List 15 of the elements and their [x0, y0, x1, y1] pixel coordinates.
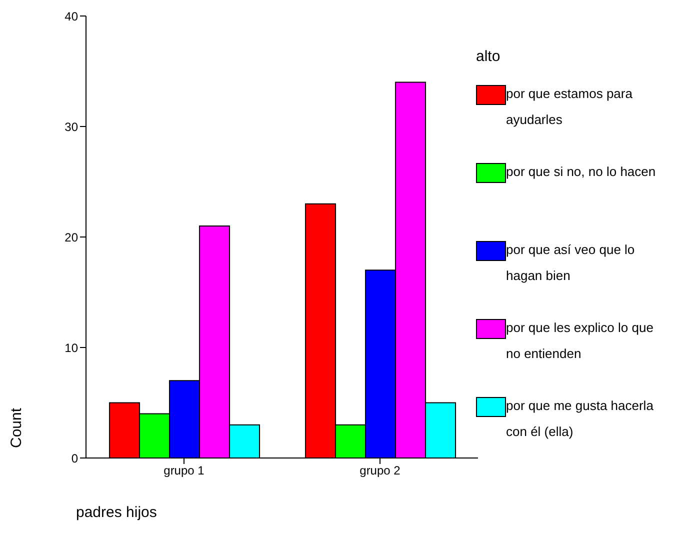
legend-label: por que si no, no lo hacen [506, 163, 656, 181]
legend-label: por que así veo que lo hagan bien [506, 241, 636, 285]
legend-label: por que estamos para ayudarles [506, 85, 634, 129]
x-tick-label: grupo 2 [360, 464, 401, 478]
legend-title: alto [476, 48, 502, 65]
y-axis-title: Count [8, 408, 25, 448]
y-tick-label: 0 [71, 451, 78, 466]
y-tick-label: 20 [64, 230, 78, 244]
legend-label: por que les explico lo que no entienden [506, 319, 654, 363]
x-tick-label: grupo 1 [164, 464, 205, 478]
legend-label: por que me gusta hacerla con él (ella) [506, 397, 654, 441]
x-axis-title: padres hijos [76, 504, 157, 521]
y-tick-label: 40 [64, 9, 78, 24]
y-tick-label: 30 [64, 120, 78, 134]
y-tick-label: 10 [64, 340, 78, 355]
